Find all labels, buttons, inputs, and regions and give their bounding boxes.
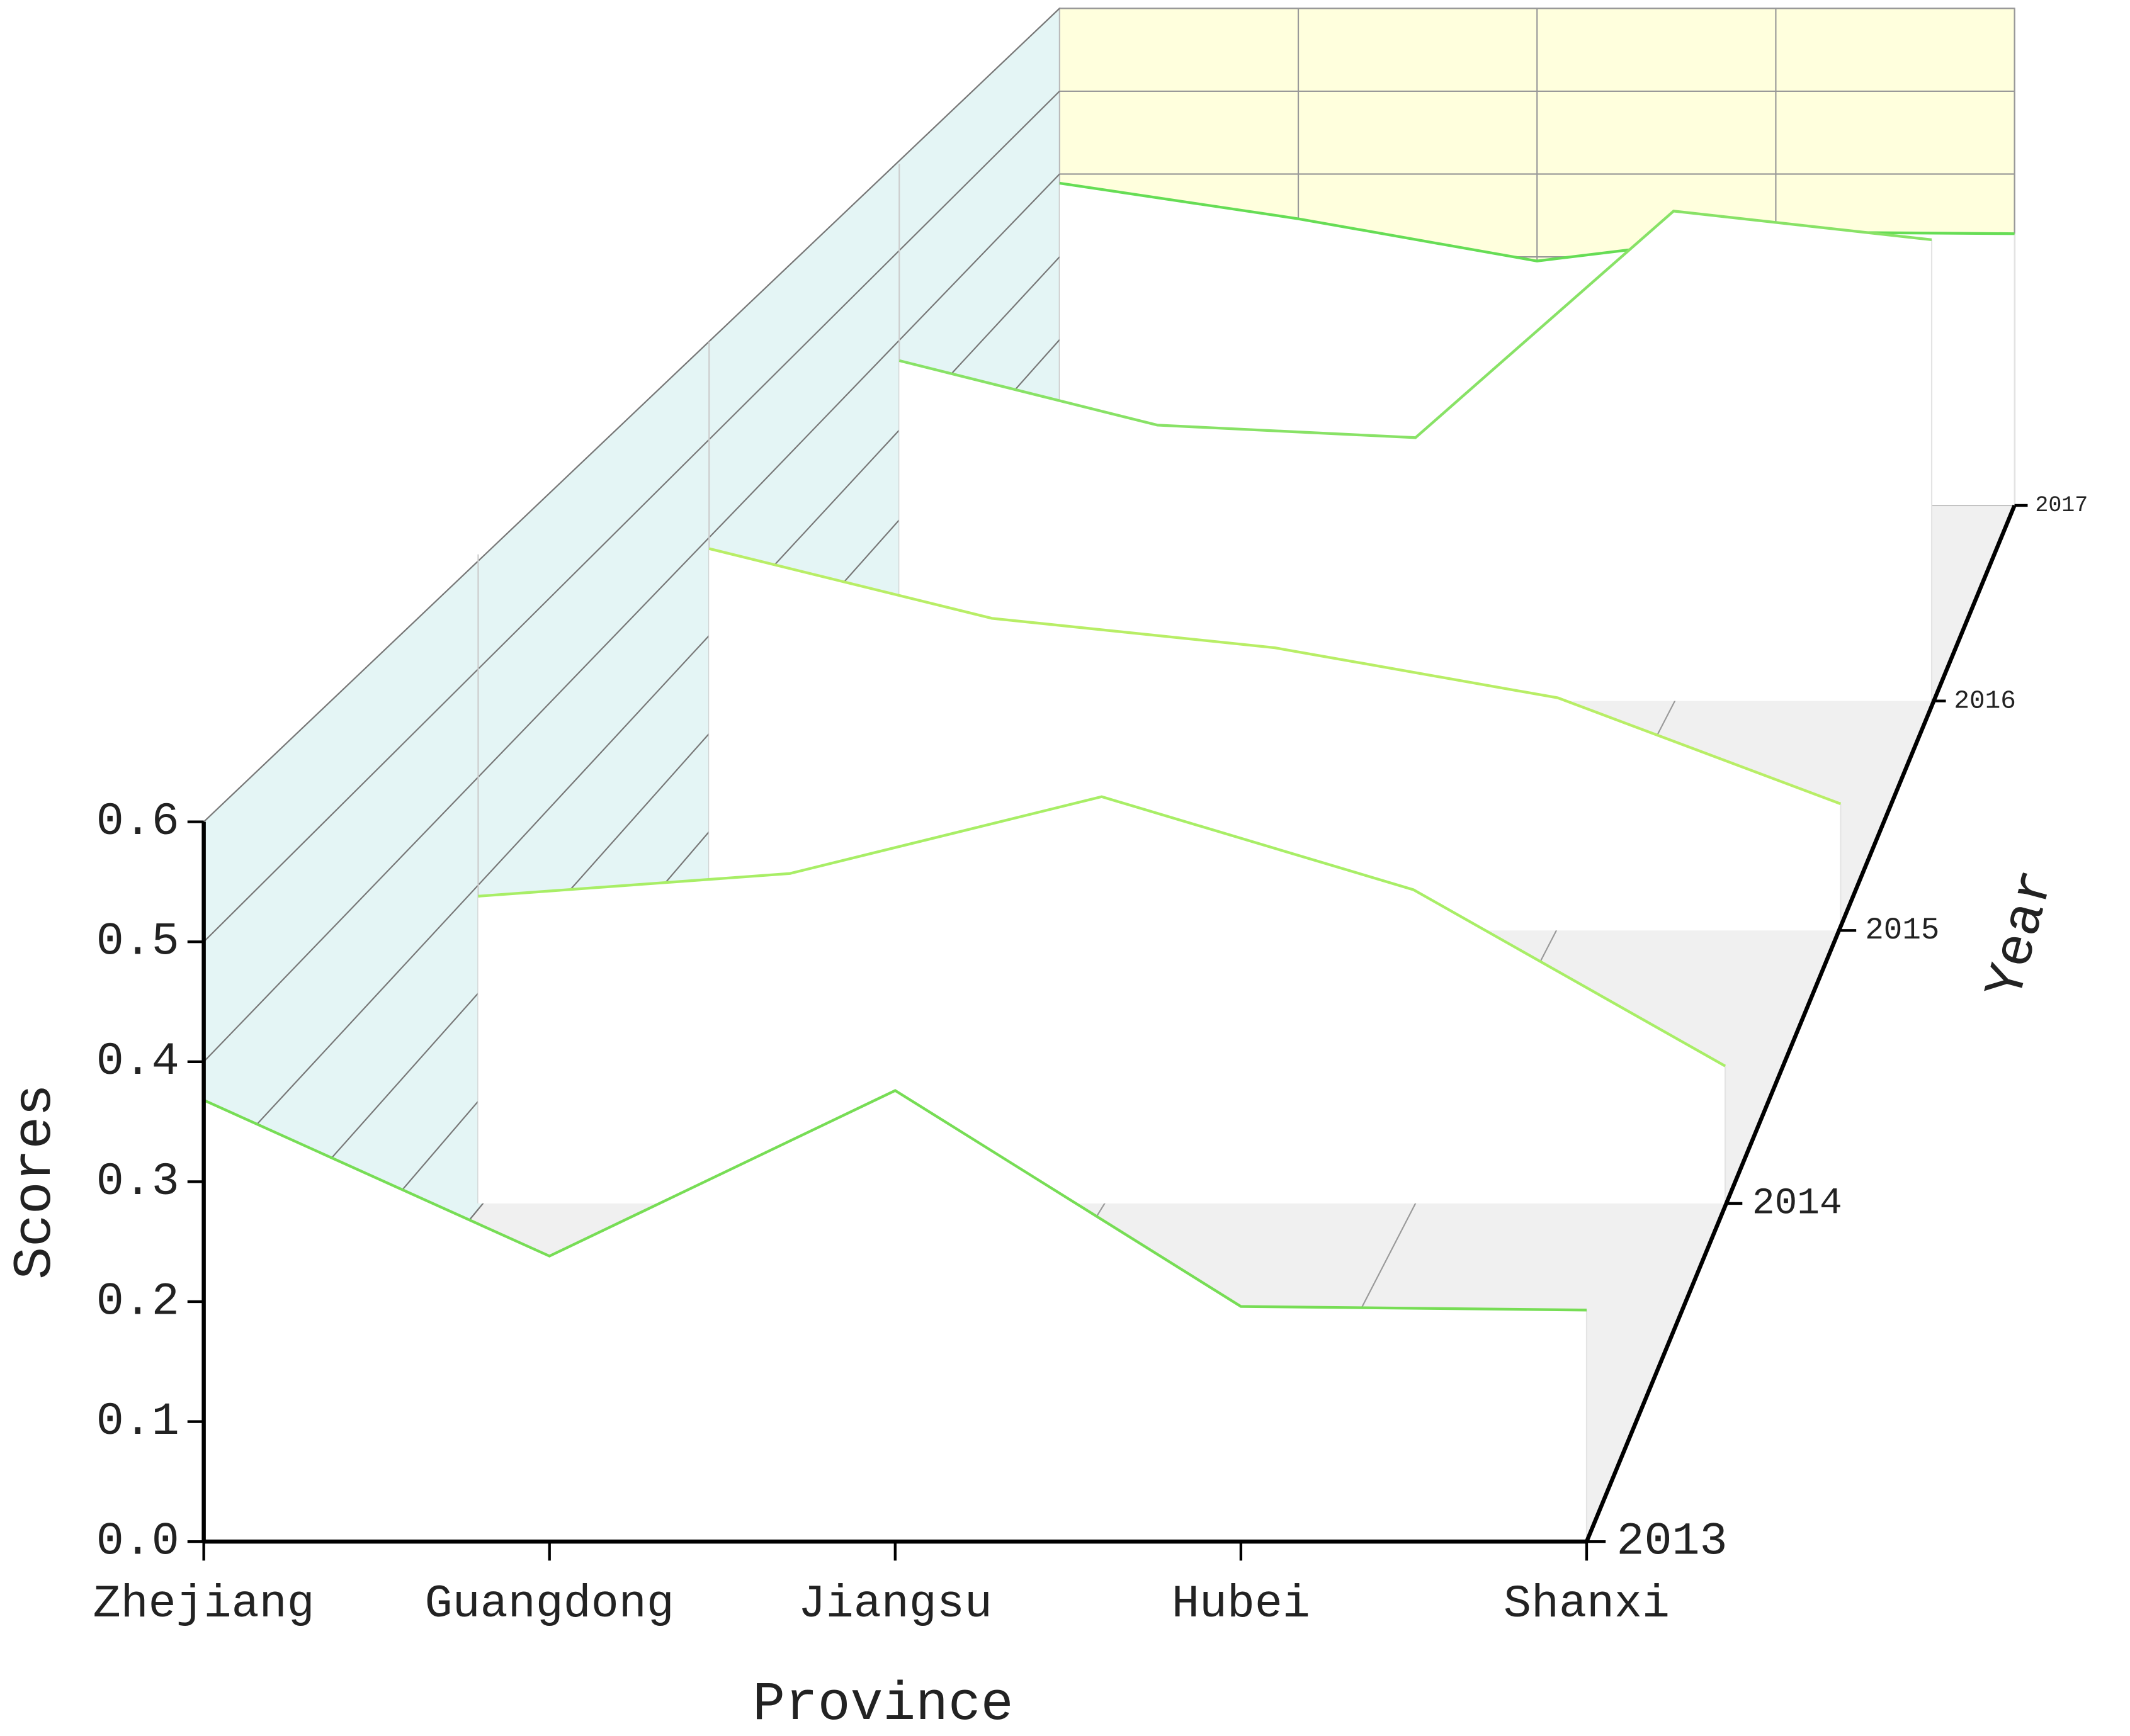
z-tick-label: 2013 bbox=[1616, 1516, 1727, 1569]
series-line bbox=[478, 795, 1726, 1068]
grid-line bbox=[203, 91, 1060, 942]
z-axis-label: Year bbox=[1974, 864, 2068, 1005]
curtain bbox=[203, 1090, 1587, 1542]
z-axis bbox=[1584, 504, 2017, 1543]
x-tick-label: Jiangsu bbox=[798, 1579, 992, 1631]
x-axis-label: Province bbox=[752, 1674, 1013, 1735]
y-tick-label: 0.1 bbox=[96, 1396, 179, 1448]
curtain bbox=[899, 211, 1932, 701]
z-tick-label: 2017 bbox=[2035, 493, 2088, 518]
y-tick-label: 0.3 bbox=[96, 1156, 179, 1209]
curtain bbox=[478, 796, 1726, 1203]
series-line bbox=[708, 547, 1842, 806]
z-tick-label: 2014 bbox=[1752, 1182, 1842, 1225]
series-line bbox=[203, 1089, 1587, 1312]
series-line bbox=[898, 210, 1932, 439]
y-axis-label: Scores bbox=[4, 1084, 66, 1280]
y-tick-label: 0.2 bbox=[96, 1276, 179, 1328]
y-tick-label: 0.4 bbox=[96, 1036, 179, 1088]
x-tick-label: Zhejiang bbox=[93, 1579, 315, 1631]
x-tick-label: Guangdong bbox=[425, 1579, 674, 1631]
x-tick-label: Hubei bbox=[1172, 1579, 1310, 1631]
y-tick-label: 0.5 bbox=[96, 916, 179, 969]
grid-line bbox=[203, 8, 1060, 823]
z-tick-label: 2015 bbox=[1865, 913, 1939, 948]
y-tick-label: 0.6 bbox=[96, 796, 179, 848]
x-tick-label: Shanxi bbox=[1504, 1579, 1670, 1631]
z-tick-label: 2016 bbox=[1954, 687, 2015, 716]
grid-line bbox=[203, 173, 1060, 1062]
y-tick-label: 0.0 bbox=[96, 1516, 179, 1569]
